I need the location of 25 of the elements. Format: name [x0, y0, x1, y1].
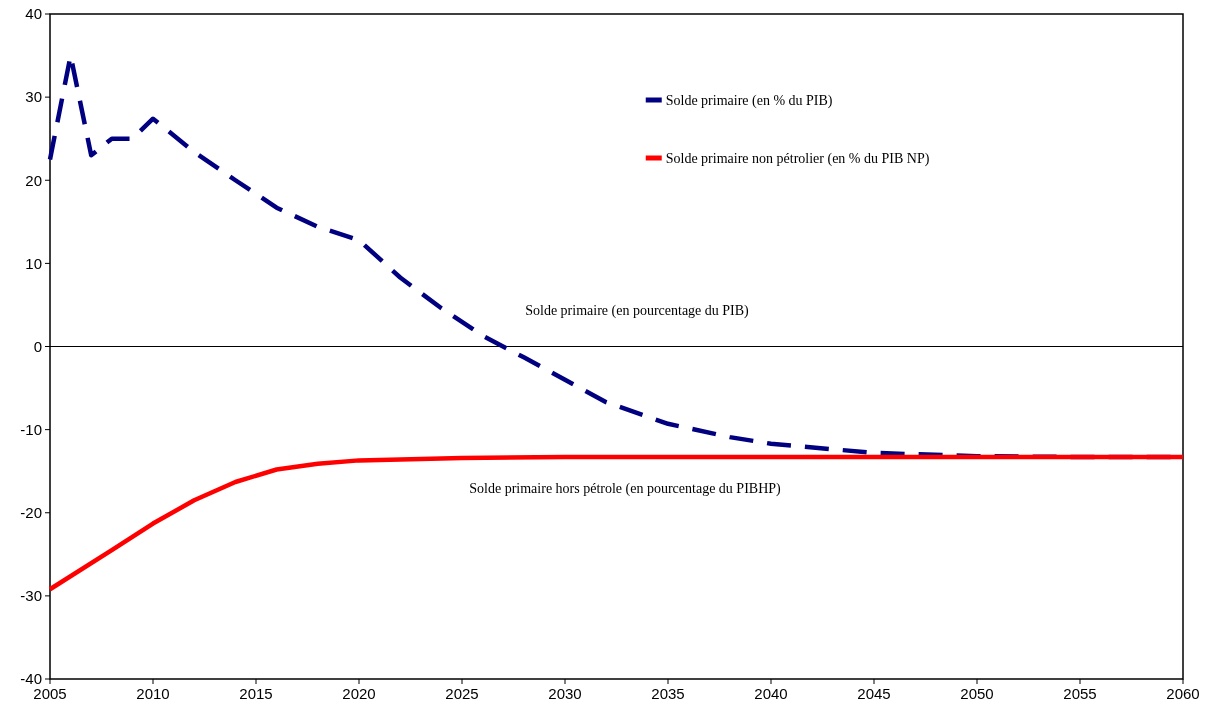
x-tick-label: 2040	[754, 685, 788, 702]
y-tick-label: -40	[20, 670, 42, 688]
y-tick-label: 20	[25, 171, 42, 189]
y-tick-label: 30	[25, 88, 42, 106]
x-tick-label: 2010	[136, 685, 170, 702]
legend-label: Solde primaire non pétrolier (en % du PIB NP)	[665, 150, 930, 167]
x-tick-label: 2055	[1063, 685, 1097, 702]
x-tick-label: 2015	[239, 685, 273, 702]
legend-label: Solde primaire (en % du PIB)	[665, 92, 833, 109]
x-tick-label: 2050	[960, 685, 994, 702]
annotation: Solde primaire (en pourcentage du PIB)	[525, 302, 750, 319]
y-tick-label: 40	[25, 5, 42, 23]
x-tick-label: 2030	[548, 685, 582, 702]
x-tick-label: 2020	[342, 685, 376, 702]
y-tick-label: -30	[20, 587, 42, 605]
y-tick-label: 0	[33, 337, 42, 355]
x-tick-label: 2060	[1166, 685, 1200, 702]
x-tick-label: 2045	[857, 685, 891, 702]
y-tick-label: -10	[20, 420, 42, 438]
y-tick-label: -20	[20, 504, 42, 521]
x-tick-label: 2035	[651, 685, 685, 702]
x-tick-label: 2005	[33, 685, 67, 702]
annotation: Solde primaire hors pétrole (en pourcentage du PIBHP)	[469, 480, 782, 497]
y-tick-label: 10	[25, 254, 42, 272]
x-tick-label: 2025	[445, 685, 479, 702]
